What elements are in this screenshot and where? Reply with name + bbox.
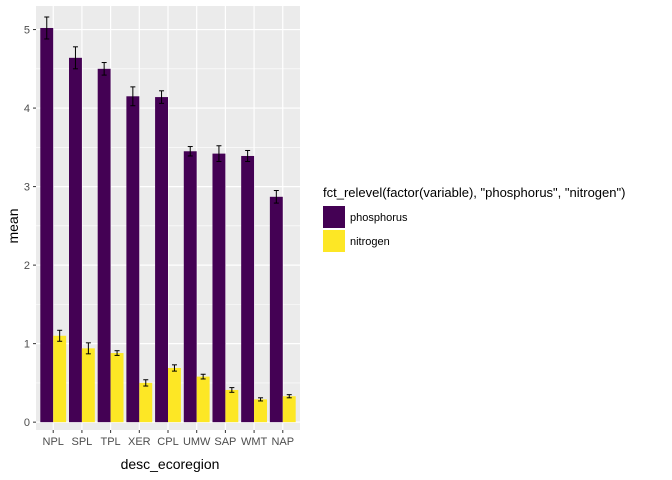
errorbar-phosphorus-SAP: [216, 145, 222, 162]
bar-phosphorus-SAP: [212, 153, 226, 423]
bar-nitrogen-WMT: [254, 399, 267, 423]
bar-nitrogen-XER: [139, 382, 153, 423]
errorbar-phosphorus-UMW: [187, 146, 193, 157]
bar-phosphorus-NPL: [40, 27, 54, 423]
legend-key-nitrogen: [323, 230, 345, 252]
bar-phosphorus-SPL: [69, 57, 82, 423]
legend-title: fct_relevel(factor(variable), "phosphoru…: [323, 185, 625, 200]
x-tick-label-WMT: WMT: [241, 436, 268, 448]
errorbar-phosphorus-TPL: [101, 62, 107, 76]
y-axis-ticks: 0 1 2 3 4 5: [24, 25, 36, 429]
y-tick-label: 3: [24, 182, 30, 194]
bar-phosphorus-WMT: [241, 155, 255, 423]
error-bars: [44, 16, 292, 402]
errorbar-phosphorus-CPL: [159, 90, 165, 104]
bar-nitrogen-NPL: [53, 335, 67, 423]
errorbar-nitrogen-NPL: [57, 329, 63, 342]
errorbar-nitrogen-UMW: [200, 373, 206, 380]
x-tick-label-SPL: SPL: [72, 436, 93, 448]
errorbar-nitrogen-NAP: [286, 394, 292, 399]
x-tick-label-CPL: CPL: [157, 436, 178, 448]
bar-phosphorus-UMW: [183, 151, 197, 423]
bar-phosphorus-TPL: [97, 68, 111, 423]
x-axis-title: desc_ecoregion: [121, 456, 220, 472]
y-tick-label: 0: [24, 417, 30, 429]
errorbar-phosphorus-NPL: [44, 16, 50, 40]
x-tick-label-UMW: UMW: [183, 436, 211, 448]
errorbar-nitrogen-WMT: [258, 397, 264, 402]
bar-nitrogen-CPL: [168, 367, 181, 423]
y-tick-label: 2: [24, 260, 30, 272]
x-tick-label-XER: XER: [128, 436, 151, 448]
legend: fct_relevel(factor(variable), "phosphoru…: [323, 185, 625, 252]
bar-nitrogen-TPL: [110, 353, 124, 423]
x-tick-label-SAP: SAP: [214, 436, 236, 448]
bar-nitrogen-UMW: [196, 376, 210, 423]
bar-nitrogen-SPL: [81, 348, 95, 423]
y-axis-title: mean: [5, 208, 21, 243]
bar-nitrogen-NAP: [282, 396, 296, 423]
x-tick-label-NPL: NPL: [43, 436, 64, 448]
errorbar-nitrogen-SAP: [229, 387, 235, 393]
y-tick-label: 1: [24, 339, 30, 351]
errorbar-phosphorus-NAP: [273, 190, 279, 204]
errorbar-nitrogen-XER: [143, 379, 149, 387]
errorbar-phosphorus-XER: [130, 86, 136, 107]
errorbar-phosphorus-WMT: [245, 149, 251, 162]
y-tick-label: 5: [24, 25, 30, 37]
legend-label-phosphorus: phosphorus: [350, 212, 408, 224]
errorbar-phosphorus-SPL: [72, 46, 78, 70]
bars: [40, 27, 296, 423]
bar-phosphorus-NAP: [269, 196, 283, 423]
x-tick-label-TPL: TPL: [101, 436, 121, 448]
bar-nitrogen-SAP: [225, 389, 239, 423]
bar-phosphorus-CPL: [155, 97, 168, 423]
errorbar-nitrogen-SPL: [85, 342, 91, 355]
y-tick-label: 4: [24, 103, 30, 115]
legend-label-nitrogen: nitrogen: [350, 236, 390, 248]
errorbar-nitrogen-TPL: [114, 350, 120, 356]
x-tick-label-NAP: NAP: [271, 436, 294, 448]
x-axis-ticks: NPL SPL TPL XER CPL UMW SAP WMT NAP: [43, 430, 294, 448]
bar-phosphorus-XER: [126, 96, 140, 423]
errorbar-nitrogen-CPL: [171, 364, 177, 372]
legend-key-phosphorus: [323, 206, 345, 228]
